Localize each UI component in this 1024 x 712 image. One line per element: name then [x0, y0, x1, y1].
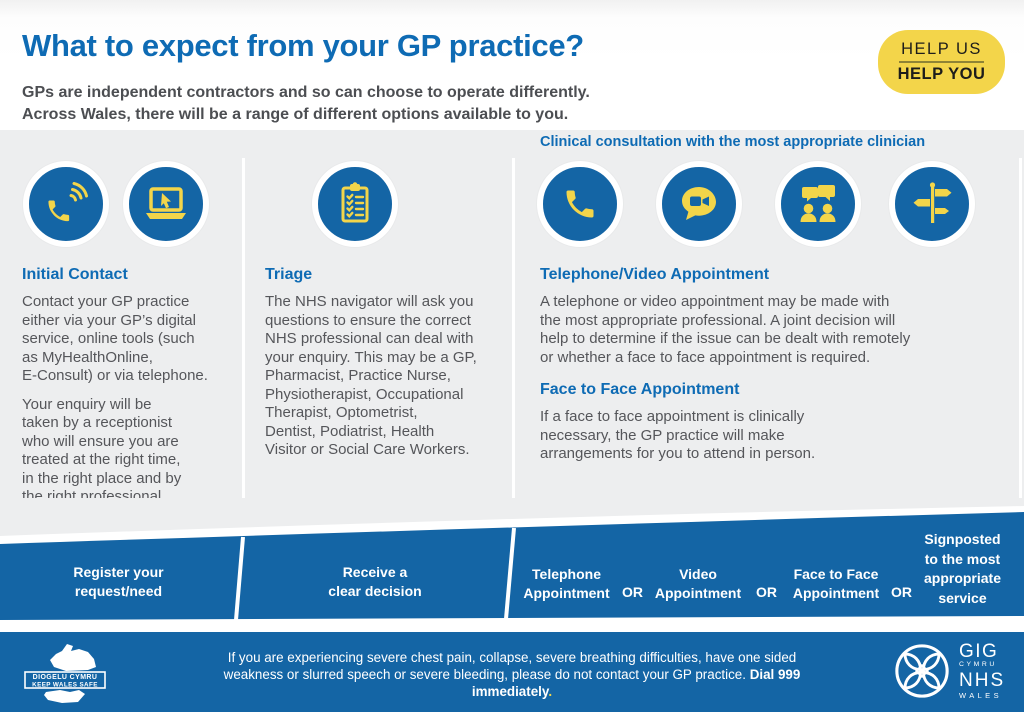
group-discussion-icon-circle [775, 161, 861, 247]
nhs-wales-logo: GIG CYMRU NHS WALES [893, 642, 1005, 700]
warning-line-3: immediately. [471, 684, 553, 699]
section-triage: Triage The NHS navigator will ask you qu… [265, 266, 511, 470]
footer: DIOGELU CYMRU KEEP WALES SAFE If you are… [0, 632, 1024, 712]
signpost-icon [913, 182, 952, 223]
flow-step-video-appointment: Video Appointment [654, 566, 742, 601]
laptop-icon-circle [123, 161, 209, 247]
page-title: What to expect from your GP practice? [22, 28, 584, 63]
emergency-warning: If you are experiencing severe chest pai… [162, 649, 862, 700]
section-initial-contact: Initial Contact Contact your GP practice… [22, 266, 244, 517]
telephone-video-paragraph: A telephone or video appointment may be … [540, 293, 911, 366]
or-separator: OR [756, 584, 777, 600]
nhs-logo-cymru: CYMRU [959, 661, 997, 669]
nhs-wales-knot-icon [895, 644, 949, 698]
initial-contact-paragraph-1: Contact your GP practice either via your… [22, 293, 208, 384]
keep-wales-safe-logo: DIOGELU CYMRU KEEP WALES SAFE [24, 644, 106, 703]
flow-band-background [0, 498, 1024, 621]
nhs-logo-nhs: NHS [959, 670, 1006, 692]
checklist-clipboard-icon [341, 182, 369, 223]
flow-step-decision: Receive a clear decision [328, 564, 422, 599]
signpost-icon-circle [889, 161, 975, 247]
nhs-logo-wales: WALES [959, 691, 1002, 701]
flow-band-divider [504, 527, 516, 620]
telephone-video-heading: Telephone/Video Appointment [540, 266, 770, 283]
section-appointments: Telephone/Video Appointment A telephone … [540, 266, 1020, 474]
nhs-logo-gig: GIG [959, 641, 999, 663]
column-divider [1019, 158, 1022, 506]
subtitle-line-2: Across Wales, there will be a range of d… [22, 106, 569, 123]
or-separator: OR [891, 584, 912, 600]
video-chat-icon [682, 187, 716, 220]
flow-step-signposted: Signposted to the most appropriate servi… [923, 531, 1001, 606]
column-divider [512, 158, 515, 520]
face-to-face-paragraph: If a face to face appointment is clinica… [540, 408, 816, 462]
group-discussion-icon [800, 185, 836, 222]
telephone-icon-circle [537, 161, 623, 247]
video-chat-icon-circle [656, 161, 742, 247]
flow-step-telephone-appointment: Telephone Appointment [523, 566, 610, 601]
or-separator: OR [622, 584, 643, 600]
triage-heading: Triage [265, 266, 313, 283]
flow-step-register: Register your request/need [73, 564, 164, 599]
phone-signal-icon-circle [23, 161, 109, 247]
flow-band-divider [234, 536, 245, 621]
initial-contact-paragraph-2: Your enquiry will be taken by a receptio… [22, 395, 182, 506]
kws-line-2: KEEP WALES SAFE [32, 682, 98, 689]
phone-signal-icon [48, 182, 88, 222]
badge-help-us: HELP US [899, 40, 984, 63]
subtitle-line-1: GPs are independent contractors and so c… [22, 84, 590, 101]
flow-step-face-to-face-appointment: Face to Face Appointment [792, 566, 880, 601]
nhs-wales-logotype: GIG CYMRU NHS WALES [959, 642, 1005, 699]
clinical-consultation-heading: Clinical consultation with the most appr… [540, 134, 926, 150]
page-subtitle: GPs are independent contractors and so c… [22, 82, 590, 126]
laptop-icon [146, 187, 186, 219]
column-divider [242, 158, 245, 530]
help-us-help-you-badge: HELP US HELP YOU [878, 30, 1005, 94]
checklist-clipboard-icon-circle [312, 161, 398, 247]
warning-line-1: If you are experiencing severe chest pai… [227, 650, 797, 665]
initial-contact-heading: Initial Contact [22, 266, 128, 283]
warning-line-2: weakness or slurred speech or severe ble… [223, 667, 801, 682]
telephone-icon [566, 190, 594, 218]
face-to-face-heading: Face to Face Appointment [540, 381, 740, 398]
kws-line-1: DIOGELU CYMRU [33, 674, 98, 681]
badge-help-you: HELP YOU [897, 65, 986, 83]
triage-paragraph: The NHS navigator will ask you questions… [265, 293, 477, 458]
